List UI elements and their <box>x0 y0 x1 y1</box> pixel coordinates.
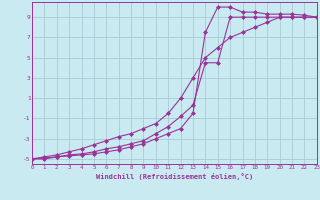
X-axis label: Windchill (Refroidissement éolien,°C): Windchill (Refroidissement éolien,°C) <box>96 173 253 180</box>
